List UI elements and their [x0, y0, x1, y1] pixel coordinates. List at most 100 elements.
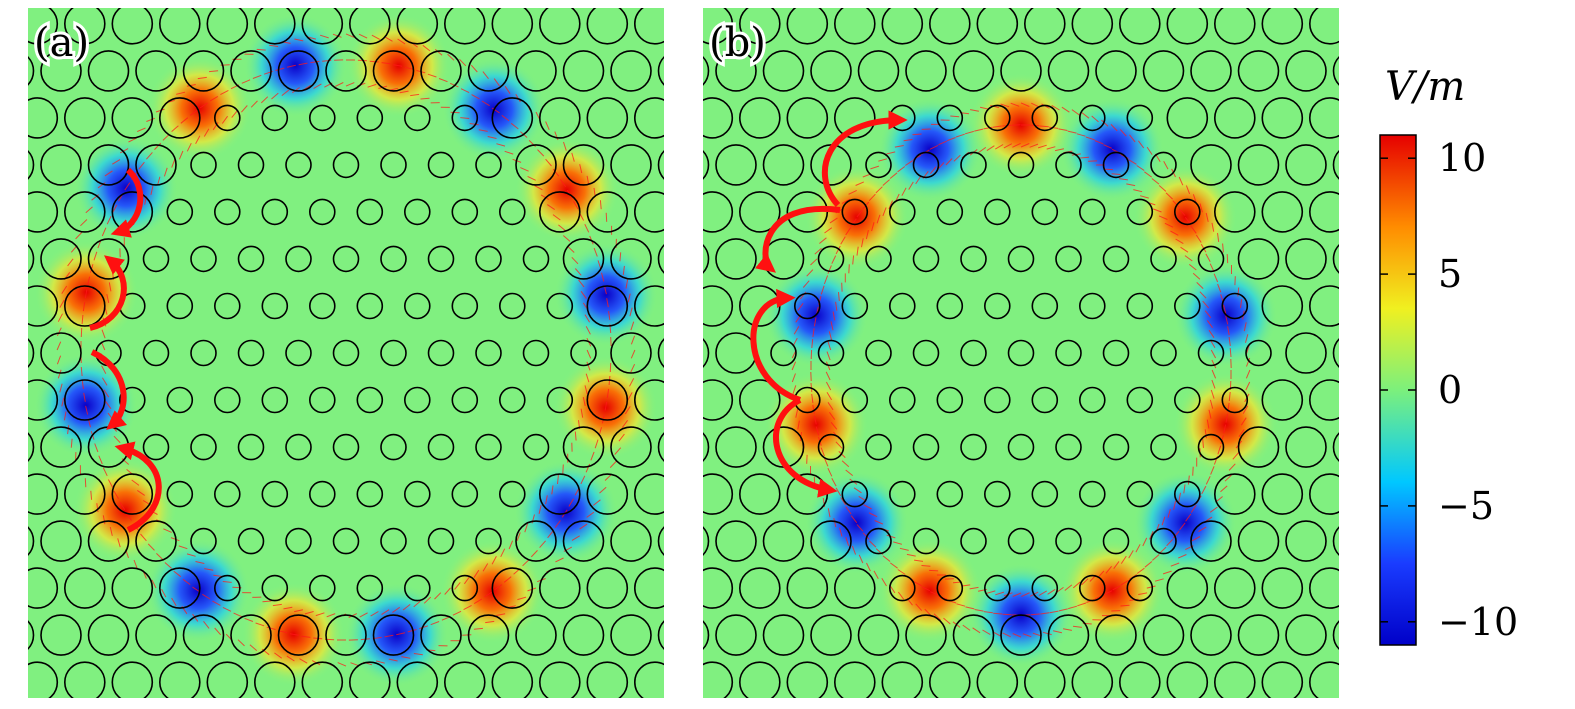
- field-arrow: [1178, 176, 1184, 186]
- field-arrow: [67, 258, 74, 267]
- air-hole: [703, 338, 710, 368]
- air-hole: [1119, 8, 1161, 45]
- field-arrow: [369, 60, 379, 63]
- field-arrow: [427, 73, 437, 78]
- field-arrow: [915, 176, 922, 185]
- field-arrow: [851, 545, 857, 555]
- field-arrow: [586, 175, 590, 185]
- air-hole: [912, 245, 940, 273]
- field-arrow: [943, 617, 951, 625]
- field-arrow: [1072, 625, 1082, 628]
- field-arrow: [970, 109, 979, 112]
- field-arrow: [1199, 203, 1203, 213]
- colorbar: V/m 10 5 0 −5 −10: [1379, 64, 1518, 646]
- field-arrow: [1158, 185, 1167, 192]
- field-arrow: [579, 523, 588, 530]
- field-arrow: [882, 179, 890, 186]
- field-arrow: [1046, 146, 1056, 150]
- field-arrow: [105, 401, 112, 409]
- air-hole: [64, 661, 106, 698]
- air-hole: [1261, 379, 1304, 421]
- air-hole: [1031, 292, 1059, 320]
- field-arrow: [203, 128, 210, 137]
- air-hole: [912, 151, 940, 179]
- field-arrow: [1210, 389, 1215, 399]
- air-hole: [427, 527, 455, 555]
- field-arrow: [1142, 537, 1148, 547]
- field-arrow: [1228, 337, 1231, 347]
- field-arrow: [605, 212, 608, 222]
- field-arrow: [104, 170, 113, 177]
- air-hole: [1055, 527, 1082, 555]
- field-arrow: [1245, 369, 1251, 379]
- air-hole: [332, 151, 360, 179]
- field-arrow: [552, 214, 561, 221]
- air-hole: [451, 292, 479, 320]
- field-arrow: [1080, 156, 1090, 159]
- field-arrow: [618, 433, 625, 442]
- air-hole: [817, 339, 845, 367]
- air-hole: [403, 480, 431, 508]
- field-arrow: [1020, 102, 1030, 107]
- air-hole: [1007, 433, 1035, 461]
- field-arrow: [156, 553, 164, 560]
- field-arrow: [59, 299, 65, 308]
- field-arrow: [545, 121, 550, 130]
- field-arrow: [381, 609, 390, 616]
- field-arrow: [350, 662, 360, 667]
- field-arrow: [826, 391, 833, 401]
- air-hole: [834, 8, 876, 45]
- field-arrow: [1183, 484, 1186, 494]
- air-hole: [1221, 386, 1249, 414]
- air-hole: [657, 149, 664, 180]
- air-hole: [325, 50, 367, 92]
- air-hole: [810, 520, 852, 562]
- air-hole: [1079, 104, 1106, 132]
- field-arrow: [96, 503, 99, 513]
- field-arrow: [249, 644, 258, 651]
- field-arrow: [463, 576, 471, 585]
- air-hole: [1166, 97, 1209, 139]
- field-arrow: [375, 660, 385, 664]
- air-hole: [905, 50, 947, 92]
- air-hole: [1245, 339, 1272, 367]
- field-arrow: [874, 520, 884, 525]
- field-arrow: [272, 603, 282, 607]
- air-hole: [657, 526, 664, 557]
- field-arrow: [813, 415, 817, 425]
- field-arrow: [209, 95, 219, 102]
- field-arrow: [482, 71, 489, 80]
- field-arrow: [117, 538, 121, 548]
- field-arrow: [1238, 429, 1245, 437]
- field-arrow: [825, 371, 831, 381]
- field-arrow: [606, 298, 609, 308]
- field-arrow: [604, 473, 612, 481]
- air-hole: [475, 527, 502, 555]
- field-arrow: [101, 329, 106, 339]
- field-arrow: [459, 58, 467, 67]
- field-arrow: [384, 36, 393, 42]
- field-arrow: [1144, 561, 1153, 568]
- air-hole: [190, 339, 217, 367]
- air-hole: [1055, 433, 1082, 461]
- air-hole: [285, 245, 312, 273]
- field-arrow: [192, 613, 199, 622]
- field-lobe-negative: [33, 353, 138, 458]
- air-hole: [1309, 285, 1339, 327]
- air-hole: [254, 661, 296, 698]
- air-hole: [1214, 97, 1256, 139]
- air-hole: [1190, 520, 1232, 562]
- air-hole: [28, 8, 59, 45]
- field-arrow: [256, 48, 266, 51]
- air-hole: [308, 292, 336, 320]
- air-hole: [888, 480, 916, 508]
- field-arrow: [508, 540, 514, 550]
- air-hole: [1031, 574, 1059, 602]
- air-hole: [261, 198, 289, 226]
- colorbar-tick-label: 5: [1438, 252, 1462, 296]
- field-arrow: [839, 527, 843, 537]
- air-hole: [451, 480, 479, 508]
- air-hole: [277, 50, 320, 92]
- field-arrow: [552, 168, 560, 177]
- air-hole: [159, 97, 201, 139]
